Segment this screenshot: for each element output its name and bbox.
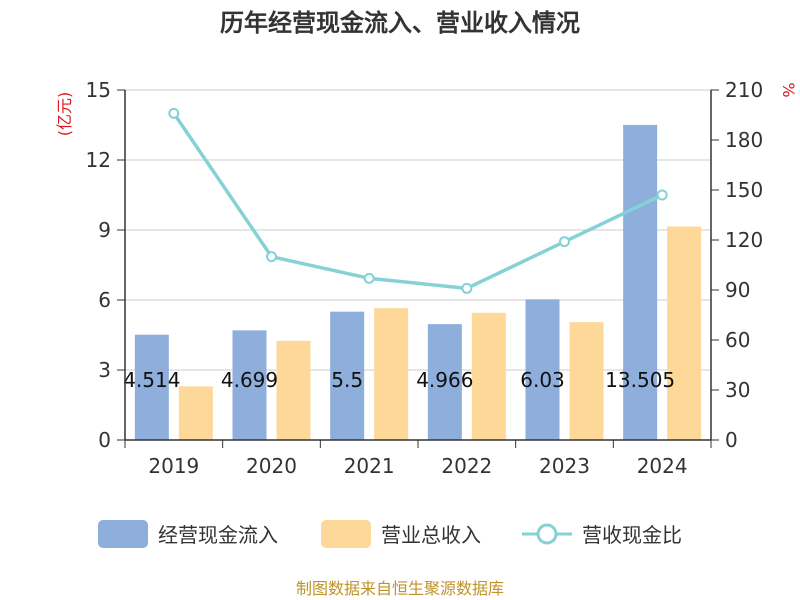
ratio-point [363,272,375,284]
bar-revenue [471,312,506,440]
left-tick-label: 15 [86,78,111,102]
right-axis-title: % [779,82,798,97]
data-label: 4.966 [416,368,473,392]
bar-revenue [667,226,702,440]
x-tick-label: 2022 [441,454,492,478]
bar-cash-inflow [427,324,462,440]
right-tick-label: 30 [725,378,750,402]
ratio-point [559,236,570,248]
data-label: 4.514 [123,368,180,392]
bar-revenue [276,340,311,440]
bar-cash-inflow [232,330,267,440]
bar-cash-inflow [623,124,658,440]
left-tick-label: 0 [98,428,111,452]
data-label: 13.505 [605,368,675,392]
left-axis-title: (亿元) [55,92,74,137]
x-tick-label: 2023 [539,454,590,478]
x-tick-label: 2020 [246,454,297,478]
legend-swatch-cash-inflow [98,520,148,548]
legend-marker-ratio [536,523,558,545]
source-note: 制图数据来自恒生聚源数据库 [296,579,504,598]
left-tick-label: 6 [98,288,111,312]
ratio-line-path [172,112,663,291]
left-tick-label: 3 [98,358,111,382]
data-label: 5.5 [331,368,363,392]
bar-revenue [178,386,213,440]
right-tick-label: 210 [725,78,763,102]
data-labels: 4.514 4.699 5.5 4.966 6.03 13.505 [123,368,675,392]
legend-label-ratio: 营收现金比 [582,523,682,547]
legend: 经营现金流入 营业总收入 营收现金比 [98,520,682,548]
right-tick-label: 120 [725,228,763,252]
bars [134,124,702,440]
bar-revenue [374,308,409,440]
x-tick-label: 2024 [637,454,688,478]
bar-revenue [569,322,604,440]
ratio-point [461,282,473,294]
right-tick-label: 60 [725,328,750,352]
chart-title: 历年经营现金流入、营业收入情况 [220,9,580,37]
bar-cash-inflow [525,299,560,440]
legend-swatch-revenue [321,520,371,548]
bar-cash-inflow [330,311,365,440]
bar-cash-inflow [134,334,169,440]
data-label: 4.699 [221,368,278,392]
right-tick-label: 180 [725,128,763,152]
left-tick-label: 12 [86,148,111,172]
gridlines [125,89,711,371]
left-tick-label: 9 [98,218,111,242]
ratio-point [168,107,180,119]
right-tick-label: 0 [725,428,738,452]
ratio-line [168,107,668,294]
ratio-point [266,251,277,263]
right-tick-label: 150 [725,178,763,202]
legend-label-revenue: 营业总收入 [381,523,481,547]
right-tick-label: 90 [725,278,750,302]
ratio-point [656,189,668,201]
data-label: 6.03 [520,368,565,392]
x-tick-label: 2021 [344,454,395,478]
x-tick-label: 2019 [148,454,199,478]
legend-label-cash-inflow: 经营现金流入 [158,523,278,547]
